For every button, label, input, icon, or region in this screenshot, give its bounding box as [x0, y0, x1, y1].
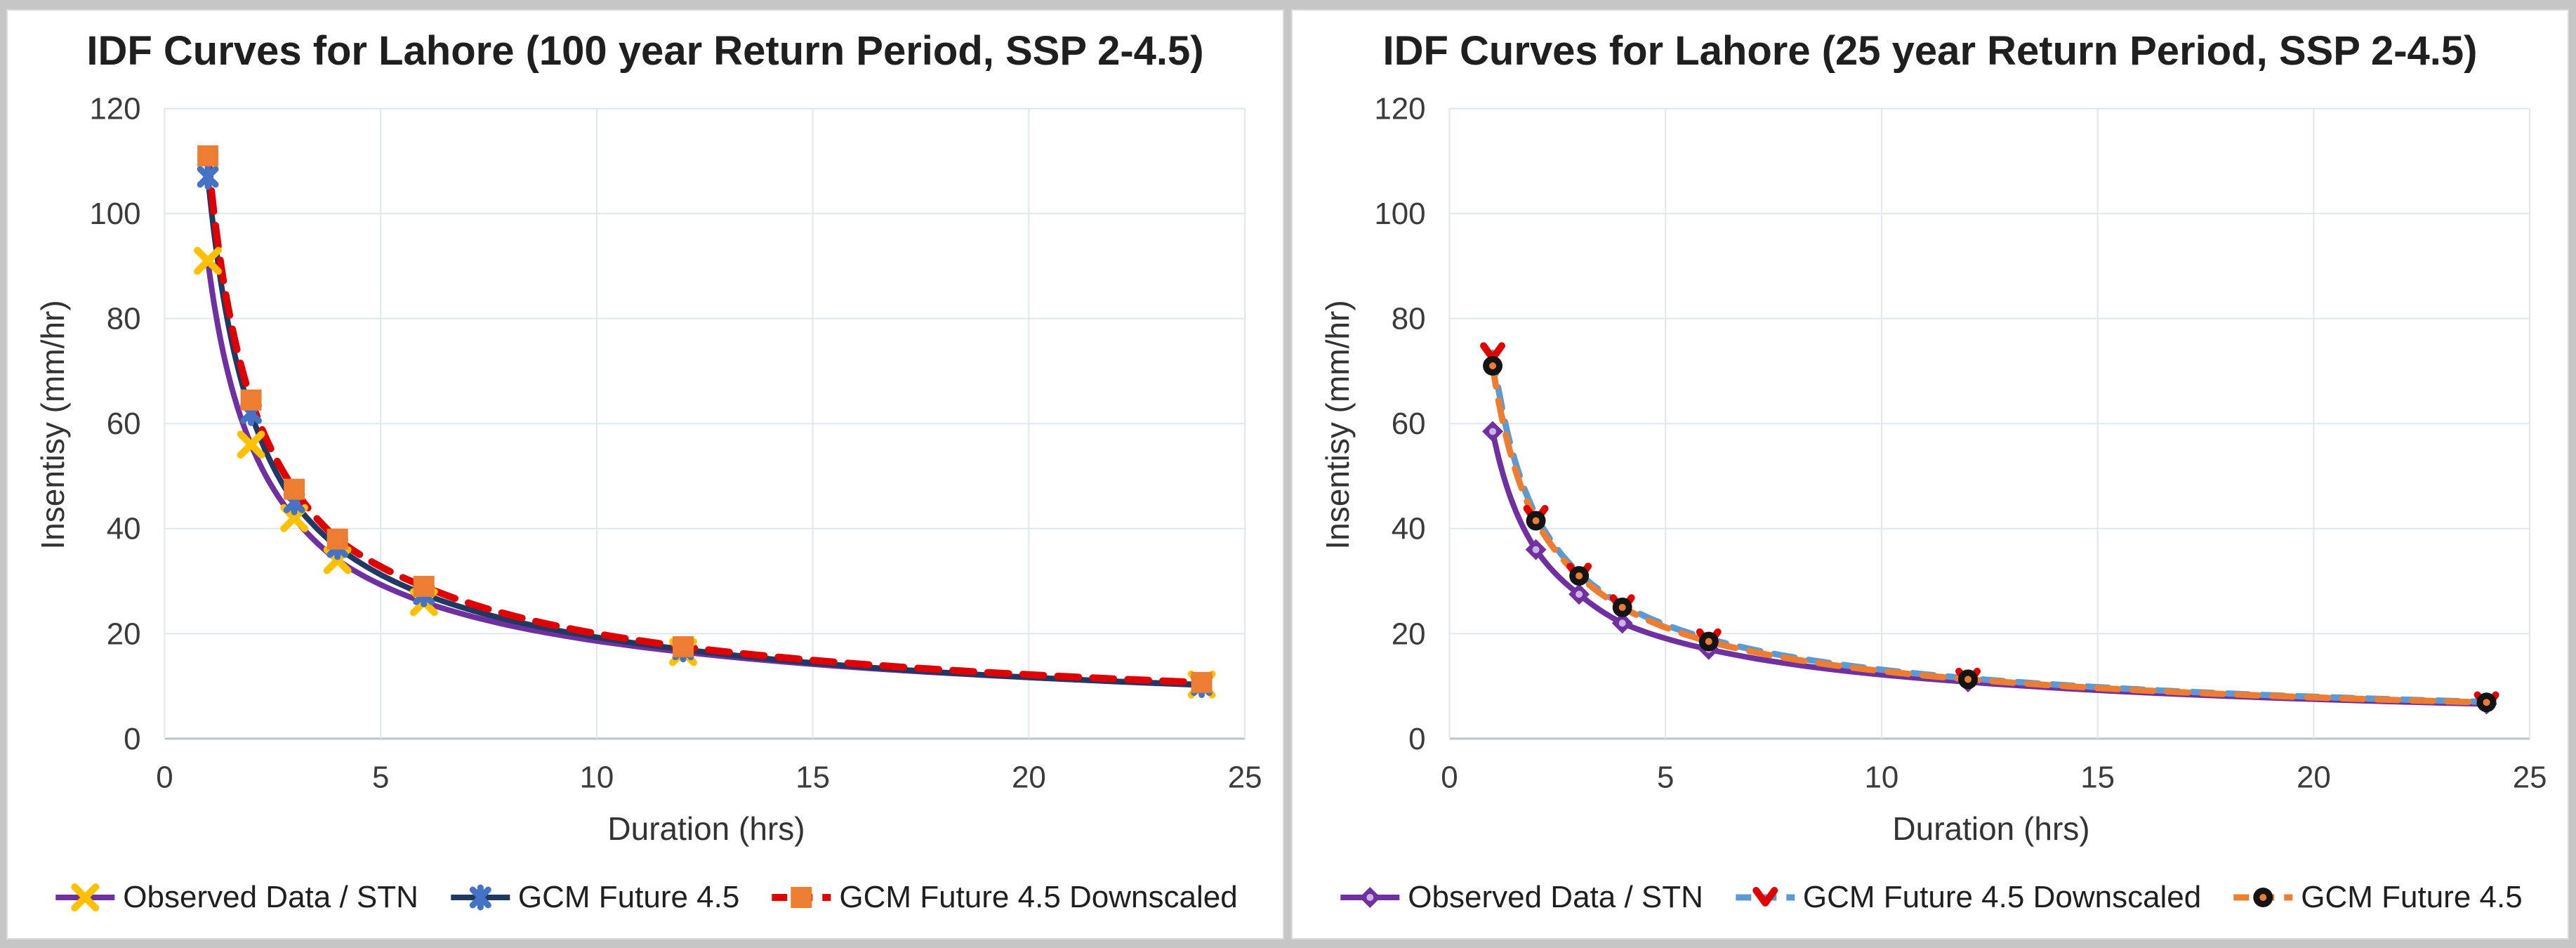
series-marker: [240, 389, 262, 411]
series-marker: [673, 636, 694, 657]
legend-item: GCM Future 4.5: [448, 880, 739, 915]
y-axis-title: Insentisy (mm/hr): [34, 300, 71, 550]
legend: Observed Data / STN GCM Future 4.5 GCM Fut…: [53, 880, 1238, 915]
x-tick-label: 5: [1657, 761, 1674, 795]
series-marker: [1698, 631, 1719, 652]
x-tick-label: 10: [1865, 761, 1899, 795]
legend-label: GCM Future 4.5: [2301, 880, 2523, 914]
legend-item: GCM Future 4.5: [2231, 880, 2523, 915]
series-line: [205, 258, 1205, 687]
x-axis-title: Duration (hrs): [1892, 810, 2090, 847]
series-marker: [1526, 511, 1546, 531]
legend-label: GCM Future 4.5 Downscaled: [1802, 880, 2202, 914]
series-marker: [1359, 887, 1381, 908]
x-axis-title: Duration (hrs): [607, 810, 805, 847]
series-marker: [2253, 888, 2273, 907]
series-marker: [194, 246, 223, 275]
series-marker: [71, 883, 100, 911]
series-marker: [469, 884, 491, 911]
series-marker: [284, 478, 305, 500]
legend-item: Observed Data / STN: [53, 880, 418, 915]
series-marker: [2476, 692, 2497, 713]
legend-marker-x-icon: [55, 883, 115, 911]
series-marker: [1568, 584, 1590, 605]
legend-item: GCM Future 4.5 Downscaled: [769, 880, 1238, 915]
series-marker: [326, 528, 348, 550]
legend-marker-caret-icon: [1735, 887, 1795, 907]
chart-panel-25yr: IDF Curves for Lahore (25 year Return Pe…: [1291, 9, 2569, 940]
x-tick-label: 0: [1441, 761, 1458, 795]
x-tick-label: 5: [372, 761, 389, 795]
series-marker: [413, 576, 435, 597]
series-line: [1489, 349, 2490, 706]
series-marker: [1483, 356, 1503, 376]
legend-label: Observed Data / STN: [1408, 880, 1703, 914]
legend-marker-diamond-icon: [1340, 887, 1400, 908]
series-line: [1489, 362, 2490, 706]
y-tick-label: 120: [89, 92, 140, 126]
legend-item: GCM Future 4.5 Downscaled: [1733, 880, 2201, 915]
x-tick-label: 25: [1228, 761, 1262, 795]
chart-canvas-100yr: 0 20 40 60 80 100 120 0 5 10 15 20 25: [89, 92, 1262, 795]
x-tick-label: 20: [1012, 761, 1046, 795]
x-tick-label: 10: [580, 761, 614, 795]
y-tick-label: 100: [89, 197, 140, 231]
x-tick-label: 0: [156, 761, 173, 795]
chart-title: IDF Curves for Lahore (100 year Return P…: [86, 28, 1204, 74]
y-tick-label: 100: [1374, 197, 1425, 231]
y-tick-label: 60: [107, 407, 141, 441]
legend-marker-circle-dot-icon: [2233, 888, 2293, 907]
y-tick-label: 120: [1374, 92, 1425, 126]
series-marker: [1611, 612, 1633, 634]
chart-canvas-25yr: 0 20 40 60 80 100 120 0 5 10 15 20 25: [1374, 92, 2547, 795]
y-tick-label: 80: [107, 302, 141, 336]
series-line: [205, 173, 1205, 688]
legend-label: GCM Future 4.5 Downscaled: [839, 880, 1238, 914]
series-marker: [1752, 887, 1778, 907]
series-marker: [1569, 566, 1590, 586]
x-tick-label: 15: [795, 761, 830, 795]
y-tick-label: 40: [1392, 512, 1426, 546]
legend-item: Observed Data / STN: [1337, 880, 1703, 915]
y-tick-label: 80: [1392, 302, 1426, 336]
series-marker: [1482, 421, 1504, 442]
series-marker: [1612, 597, 1632, 617]
y-axis-title: Insentisy (mm/hr): [1319, 300, 1356, 550]
y-tick-label: 60: [1392, 407, 1426, 441]
y-tick-label: 20: [1392, 617, 1426, 651]
series-marker: [791, 887, 812, 908]
series-marker: [197, 145, 219, 166]
y-tick-label: 0: [1408, 722, 1425, 756]
y-tick-label: 40: [107, 512, 141, 546]
y-tick-label: 0: [124, 722, 140, 756]
y-tick-label: 20: [107, 617, 141, 651]
series-marker: [1958, 669, 1979, 690]
chart-panel-100yr: IDF Curves for Lahore (100 year Return P…: [6, 9, 1284, 940]
series-marker: [197, 164, 219, 190]
x-tick-label: 15: [2080, 761, 2115, 795]
chart-title: IDF Curves for Lahore (25 year Return Pe…: [1382, 28, 2478, 74]
x-tick-label: 20: [2297, 761, 2331, 795]
x-tick-label: 25: [2513, 761, 2547, 795]
legend-label: GCM Future 4.5: [517, 880, 740, 914]
series-line: [1490, 428, 2490, 707]
legend-marker-square-icon: [772, 887, 831, 908]
series-line: [204, 152, 1206, 686]
legend-label: Observed Data / STN: [123, 880, 418, 914]
legend: Observed Data / STN GCM Future 4.5 Downsc…: [1337, 880, 2523, 915]
series-marker: [1525, 539, 1547, 560]
series-marker: [1191, 671, 1213, 693]
legend-marker-x-star-icon: [450, 884, 510, 911]
series-marker: [237, 430, 265, 459]
